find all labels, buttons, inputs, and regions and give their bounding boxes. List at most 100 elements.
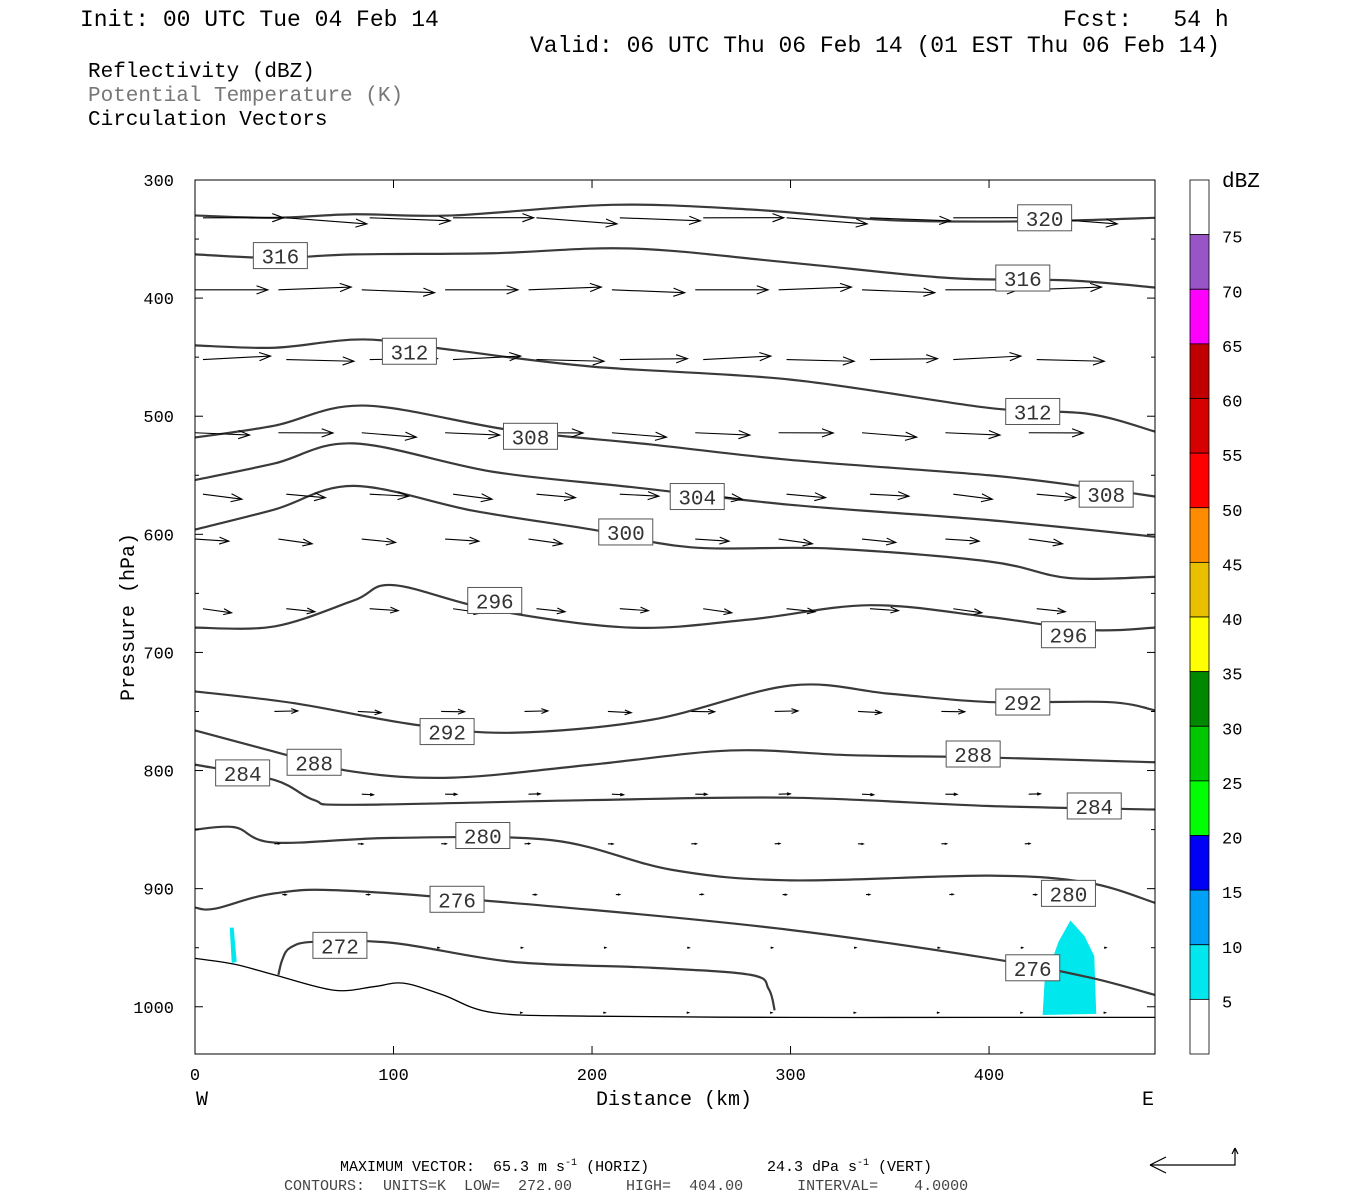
colorbar-swatch <box>1189 234 1210 290</box>
vector-shaft <box>452 493 493 500</box>
circulation-vector <box>1024 842 1032 845</box>
circulation-vector <box>1036 356 1106 366</box>
circulation-vector <box>695 536 731 545</box>
colorbar-label: 45 <box>1222 557 1242 576</box>
vector-head <box>339 282 353 293</box>
circulation-vector <box>786 492 828 502</box>
vector-head <box>654 431 669 441</box>
circulation-vector <box>770 946 775 949</box>
contour-label-box <box>467 586 523 614</box>
contour-label: 320 <box>1026 210 1064 233</box>
circulation-vector <box>603 946 608 949</box>
vector-shaft <box>357 710 382 714</box>
circulation-vector <box>611 431 669 441</box>
circulation-vector <box>369 606 400 614</box>
theta-contour-284 <box>194 763 1156 811</box>
colorbar-label: 75 <box>1222 230 1242 249</box>
theta-contour-304 <box>194 442 1156 538</box>
vector-shaft <box>695 538 730 542</box>
vector-head <box>519 1011 524 1014</box>
circulation-vector <box>607 842 615 846</box>
y-tick-label: 700 <box>143 645 174 664</box>
circulation-vector <box>278 538 314 547</box>
vector-head <box>527 842 532 845</box>
contour-label: 316 <box>261 248 299 271</box>
vector-head <box>730 493 744 503</box>
vector-shaft <box>286 608 315 613</box>
contour-label-box <box>1040 879 1096 907</box>
vector-head <box>444 842 448 845</box>
vector-head <box>923 287 937 297</box>
vector-head <box>437 946 441 949</box>
circulation-vector <box>528 538 564 547</box>
circulation-vector <box>778 538 815 547</box>
circulation-vector <box>361 792 376 797</box>
vector-head <box>688 215 703 226</box>
vector-head <box>867 893 872 896</box>
circulation-vector <box>194 536 231 545</box>
vector-head <box>469 536 481 545</box>
vector-head <box>1034 893 1039 896</box>
contour-label: 284 <box>224 765 262 788</box>
circulation-vector <box>861 537 898 546</box>
circulation-vector <box>853 1011 857 1014</box>
vector-head <box>791 708 800 714</box>
vector-shaft <box>524 710 548 713</box>
circulation-vector <box>861 431 919 441</box>
contour-label: 308 <box>512 428 550 451</box>
vector-head <box>277 842 282 845</box>
circulation-vector <box>528 282 603 293</box>
circulation-vector <box>703 352 773 362</box>
contour-label-box <box>381 337 437 365</box>
vector-shaft <box>361 289 435 294</box>
colorbar-swatch <box>1189 889 1210 946</box>
vector-shaft <box>869 358 938 361</box>
vector-head <box>313 492 327 502</box>
vector-head <box>944 842 949 845</box>
west-label: W <box>196 1089 208 1112</box>
colorbar-title: dBZ <box>1222 171 1260 194</box>
vector-head <box>1027 842 1032 845</box>
circulation-vector <box>786 607 817 615</box>
circulation-vector <box>445 792 459 796</box>
vector-head <box>980 493 994 503</box>
contour-label: 296 <box>476 592 514 615</box>
circulation-vector <box>861 792 876 797</box>
plot-area: 320 316 316 312 312 308 308 304 300 296 296 292 292 2… <box>194 179 1156 1055</box>
colorbar-label: 70 <box>1222 284 1242 303</box>
vector-shaft <box>607 710 632 714</box>
circulation-vector <box>953 608 984 616</box>
circulation-vector <box>699 893 705 896</box>
vector-head <box>592 356 606 366</box>
vector-head <box>814 492 828 502</box>
contour-label: 276 <box>438 891 476 914</box>
vector-shaft <box>369 493 409 497</box>
vector-shaft <box>619 358 688 361</box>
circulation-vector <box>611 287 687 297</box>
vector-head <box>738 429 752 440</box>
circulation-vector <box>202 352 273 362</box>
contour-label: 288 <box>295 754 333 777</box>
circulation-vector <box>1028 792 1043 796</box>
circulation-vector <box>357 709 383 716</box>
circulation-vector <box>1020 1011 1024 1014</box>
vector-head <box>422 287 437 297</box>
vector-head <box>552 538 564 547</box>
circulation-vector <box>865 893 872 896</box>
vector-head <box>1103 1011 1108 1014</box>
vector-shaft <box>953 493 993 500</box>
vector-head <box>367 893 372 896</box>
circulation-vector <box>619 354 690 364</box>
x-axis-label: Distance (km) <box>596 1089 752 1112</box>
vector-head <box>842 356 856 366</box>
vector-shaft <box>945 432 1000 436</box>
vector-head <box>1092 356 1106 366</box>
contour-label-box <box>502 422 558 450</box>
vector-shaft <box>536 608 566 613</box>
colorbar: 5 10 15 20 25 30 35 40 45 50 55 60 65 70 75 <box>1189 179 1242 1055</box>
circulation-vector <box>274 708 300 714</box>
contour-label: 288 <box>954 746 992 769</box>
vector-head <box>258 352 273 362</box>
vector-head <box>988 429 1002 440</box>
vector-shaft <box>202 493 243 500</box>
